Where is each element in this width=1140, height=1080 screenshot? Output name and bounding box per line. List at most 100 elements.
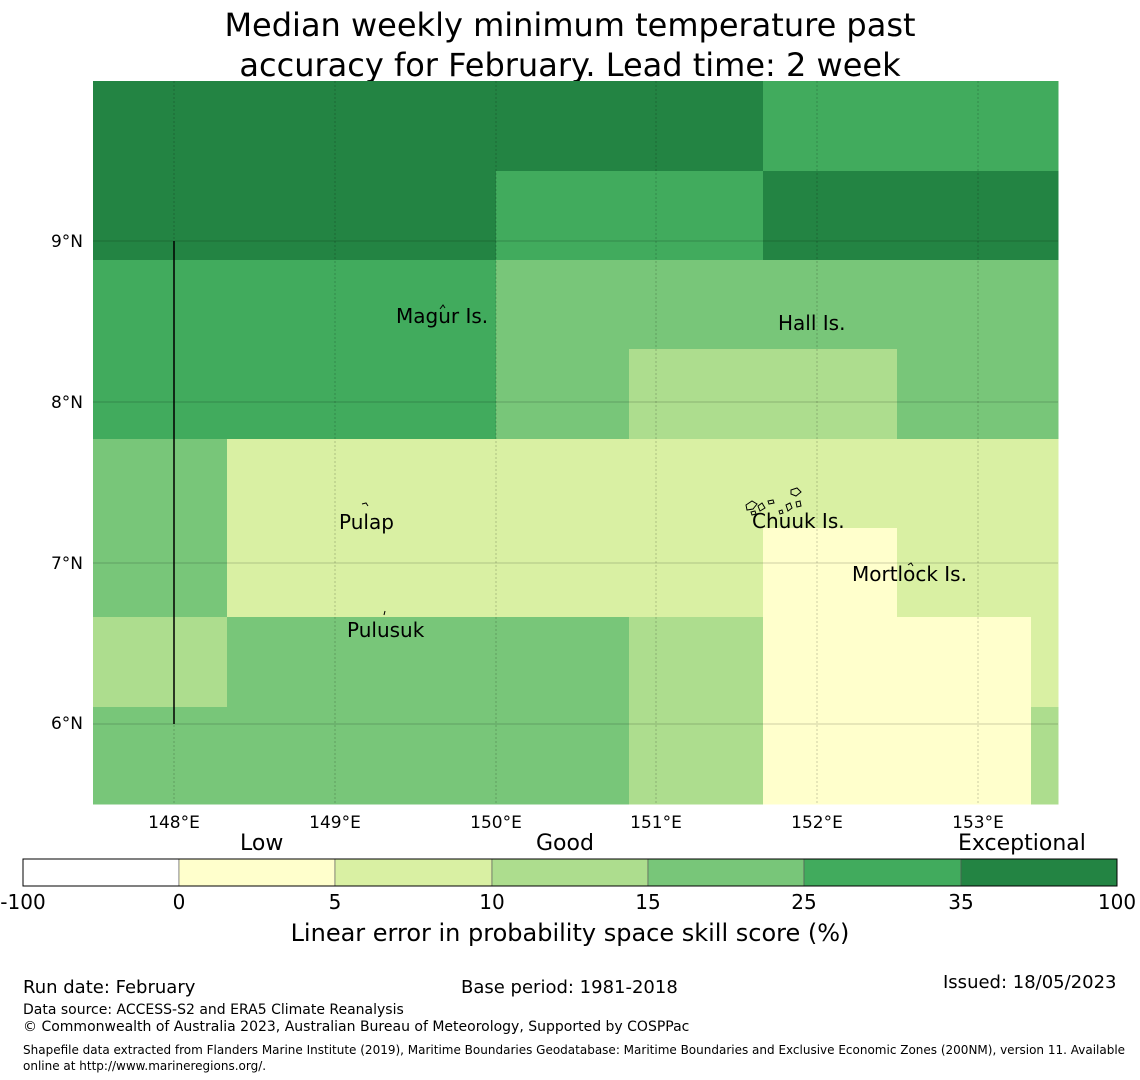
place-label-chuuk: Chuuk Is.	[752, 509, 845, 533]
colorbar-tick: 100	[1097, 890, 1137, 914]
lon-label-153: 153°E	[952, 813, 1004, 833]
colorbar-segment	[647, 858, 805, 887]
magur-island-shape	[439, 304, 446, 310]
mortlock-island-shape	[907, 562, 914, 567]
grid-cell	[763, 81, 898, 172]
lon-label-149: 149°E	[309, 813, 361, 833]
grid-cell	[897, 528, 1032, 618]
grid-cell	[763, 439, 898, 529]
colorbar-border	[22, 858, 1118, 887]
copyright-notice: © Commonwealth of Australia 2023, Austra…	[23, 1019, 690, 1035]
graticule	[93, 81, 1058, 804]
shapefile-credit-line-2: online at http://www.marineregions.org/.	[23, 1059, 267, 1073]
grid-cell	[1031, 81, 1059, 172]
grid-cell	[496, 260, 630, 350]
issued-date: Issued: 18/05/2023	[943, 972, 1117, 993]
grid-cell	[361, 707, 497, 805]
pulusuk-island-shape	[383, 610, 386, 616]
grid-cell	[93, 617, 228, 708]
colorbar-tick: 0	[172, 890, 186, 914]
place-label-mortlock: Mortlock Is.	[852, 562, 967, 586]
colorbar-tick: 35	[948, 890, 974, 914]
grid-cell	[763, 617, 898, 708]
grid-cell	[93, 171, 228, 261]
lat-label-9: 9°N	[51, 232, 83, 252]
data-source: Data source: ACCESS-S2 and ERA5 Climate …	[23, 1002, 404, 1018]
colorbar-segment	[178, 858, 336, 887]
grid-cell	[227, 260, 362, 350]
grid-cell	[629, 349, 764, 440]
title-line-1: Median weekly minimum temperature past	[224, 6, 916, 44]
grid-cell	[629, 171, 764, 261]
place-label-hall: Hall Is.	[778, 311, 845, 335]
grid-cell	[1031, 528, 1059, 618]
colorbar-caption: Linear error in probability space skill …	[290, 919, 850, 947]
colorbar-segment	[803, 858, 962, 887]
grid-cell	[227, 81, 362, 172]
grid-cell	[629, 617, 764, 708]
grid-cell	[93, 439, 228, 529]
grid-cell	[227, 439, 362, 529]
grid-cell	[496, 171, 630, 261]
place-label-pulap: Pulap	[339, 510, 394, 534]
grid-cell	[227, 707, 362, 805]
colorbar-tick: -100	[0, 890, 46, 914]
grid-cell	[496, 617, 630, 708]
colorbar-tick: 10	[479, 890, 505, 914]
grid-cell	[897, 260, 1032, 350]
grid-cell	[763, 707, 898, 805]
lon-label-151: 151°E	[630, 813, 682, 833]
skill-grid	[93, 81, 1059, 805]
category-low-label: Low	[240, 831, 284, 856]
colorbar-tick: 25	[791, 890, 817, 914]
grid-cell	[496, 707, 630, 805]
place-label-pulusuk: Pulusuk	[347, 618, 425, 642]
grid-cell	[93, 707, 228, 805]
grid-cell	[1031, 439, 1059, 529]
grid-cell	[361, 171, 497, 261]
grid-cell	[629, 439, 764, 529]
lat-label-7: 7°N	[51, 554, 83, 574]
lon-label-150: 150°E	[470, 813, 522, 833]
grid-cell	[1031, 171, 1059, 261]
colorbar-segment	[960, 858, 1118, 887]
grid-cell	[763, 349, 898, 440]
grid-cell	[629, 528, 764, 618]
grid-cell	[1031, 349, 1059, 440]
category-exceptional-label: Exceptional	[958, 831, 1086, 856]
colorbar-segment	[22, 858, 180, 887]
grid-cell	[361, 528, 497, 618]
title-line-2: accuracy for February. Lead time: 2 week	[239, 46, 901, 84]
grid-cell	[361, 439, 497, 529]
lat-label-6: 6°N	[51, 714, 83, 734]
grid-cell	[763, 528, 898, 618]
grid-cell	[763, 171, 898, 261]
colorbar-segment	[491, 858, 649, 887]
lon-label-148: 148°E	[148, 813, 200, 833]
shapefile-credit: Shapefile data extracted from Flanders M…	[23, 1042, 1138, 1074]
base-period: Base period: 1981-2018	[461, 977, 678, 998]
grid-cell	[93, 349, 228, 440]
grid-cell	[897, 439, 1032, 529]
grid-cell	[897, 81, 1032, 172]
grid-cell	[93, 260, 228, 350]
grid-cell	[629, 260, 764, 350]
grid-cell	[227, 528, 362, 618]
grid-cell	[1031, 707, 1059, 805]
colorbar-tick: 15	[635, 890, 661, 914]
lat-label-8: 8°N	[51, 393, 83, 413]
chuuk-lagoon-shapes	[745, 487, 802, 516]
category-good-label: Good	[536, 831, 594, 856]
grid-cell	[361, 349, 497, 440]
grid-cell	[93, 528, 228, 618]
colorbar	[22, 858, 1118, 887]
chart-title: Median weekly minimum temperature past a…	[0, 5, 1140, 85]
grid-cell	[897, 349, 1032, 440]
lon-label-152: 152°E	[791, 813, 843, 833]
shapefile-credit-line-1: Shapefile data extracted from Flanders M…	[23, 1043, 1126, 1057]
grid-cell	[496, 349, 630, 440]
run-date: Run date: February	[23, 977, 196, 998]
grid-cell	[629, 81, 764, 172]
grid-cell	[227, 617, 362, 708]
